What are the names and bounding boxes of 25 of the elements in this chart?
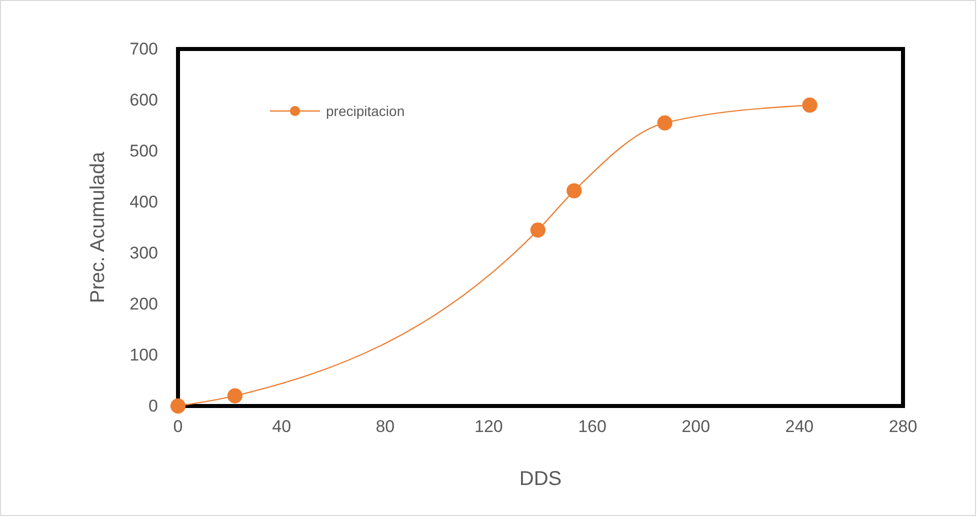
x-tick-label: 0 xyxy=(173,417,183,436)
x-tick-label: 240 xyxy=(785,417,814,436)
legend-label: precipitacion xyxy=(326,103,405,119)
x-tick-label: 120 xyxy=(474,417,503,436)
point xyxy=(170,398,186,414)
point xyxy=(657,115,672,131)
y-tick-label: 500 xyxy=(130,141,158,160)
point xyxy=(227,388,243,404)
point xyxy=(802,98,818,113)
y-tick-label: 300 xyxy=(130,243,158,262)
x-tick-label: 200 xyxy=(682,417,710,436)
x-tick-label: 160 xyxy=(578,417,606,436)
y-tick-label: 400 xyxy=(130,192,158,212)
point xyxy=(566,183,582,198)
y-axis-title: Prec. Acumulada xyxy=(87,151,109,304)
y-tick-label: 100 xyxy=(130,345,158,364)
x-tick-label: 40 xyxy=(272,417,292,436)
y-tick-label: 700 xyxy=(130,39,158,58)
point xyxy=(530,222,546,238)
x-axis-title: DDS xyxy=(519,468,562,490)
x-tick-label: 80 xyxy=(376,417,395,436)
y-tick-label: 200 xyxy=(130,294,158,314)
x-tick-label: 280 xyxy=(888,417,918,436)
y-tick-label: 600 xyxy=(130,90,158,110)
y-tick-label: 0 xyxy=(148,396,158,416)
